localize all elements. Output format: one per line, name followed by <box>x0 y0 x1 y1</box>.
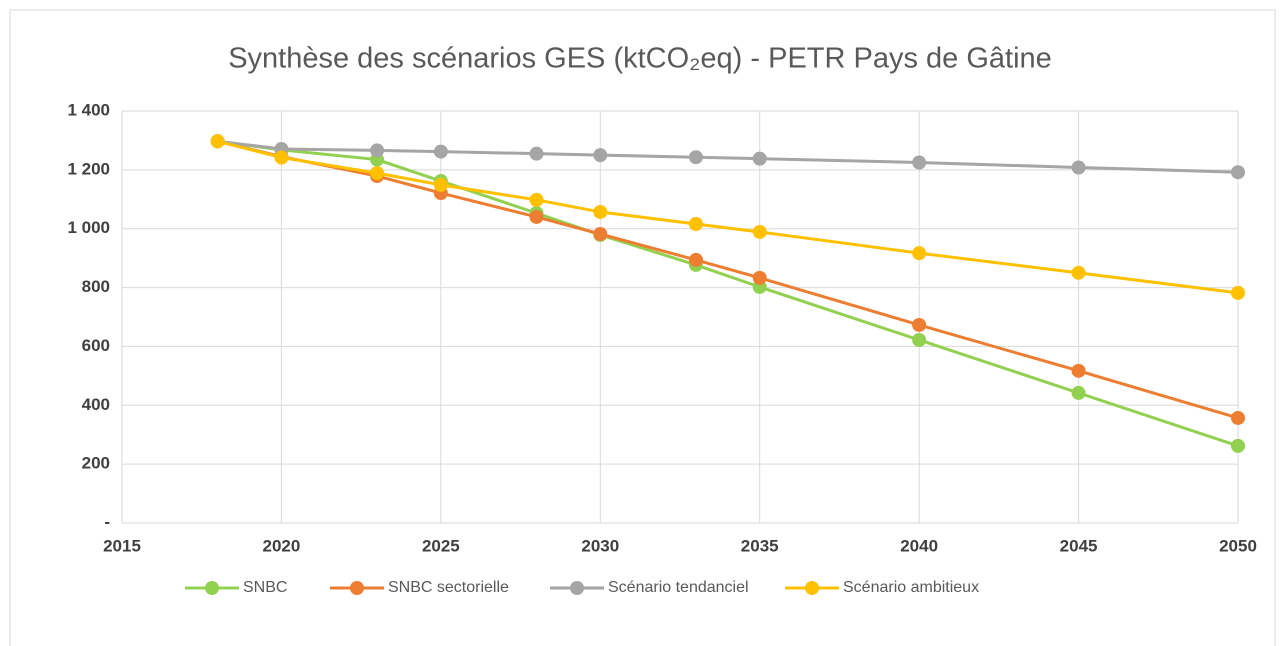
y-tick-label: 1 400 <box>67 100 110 119</box>
data-point <box>912 246 927 261</box>
y-tick-label: 1 200 <box>67 159 110 178</box>
legend-marker <box>350 581 364 595</box>
data-point <box>274 150 289 165</box>
legend-label: SNBC sectorielle <box>388 579 509 596</box>
legend-label: Scénario ambitieux <box>843 579 979 596</box>
data-point <box>529 146 544 161</box>
data-point <box>912 332 927 347</box>
legend-marker <box>570 581 584 595</box>
data-point <box>1071 265 1086 280</box>
chart-border <box>9 9 1276 646</box>
data-point <box>752 224 767 239</box>
data-point <box>529 192 544 207</box>
y-tick-label: 400 <box>82 395 110 414</box>
data-point <box>1071 160 1086 175</box>
data-point <box>752 270 767 285</box>
data-point <box>433 177 448 192</box>
data-point <box>1231 165 1245 180</box>
data-point <box>688 150 703 165</box>
x-tick-label: 2015 <box>103 536 141 555</box>
data-point <box>688 217 703 232</box>
chart-title: Synthèse des scénarios GES (ktCO₂eq) - P… <box>228 43 1052 75</box>
y-tick-label: - <box>104 512 110 531</box>
x-tick-label: 2020 <box>263 536 301 555</box>
data-point <box>752 151 767 166</box>
data-point <box>1071 385 1086 400</box>
y-tick-label: 1 000 <box>67 218 110 237</box>
y-tick-label: 800 <box>82 277 110 296</box>
data-point <box>210 134 225 149</box>
legend-label: Scénario tendanciel <box>608 579 749 596</box>
data-point <box>593 227 608 242</box>
data-point <box>370 143 385 158</box>
legend-marker <box>805 581 819 595</box>
data-point <box>1231 410 1245 425</box>
x-tick-label: 2050 <box>1219 536 1257 555</box>
y-tick-label: 200 <box>82 454 110 473</box>
x-tick-label: 2045 <box>1060 536 1098 555</box>
data-point <box>593 148 608 163</box>
x-tick-label: 2040 <box>900 536 938 555</box>
data-point <box>1071 363 1086 378</box>
data-point <box>912 317 927 332</box>
legend-marker <box>205 581 219 595</box>
x-tick-label: 2025 <box>422 536 460 555</box>
data-point <box>433 144 448 159</box>
data-point <box>912 155 927 170</box>
y-tick-label: 600 <box>82 336 110 355</box>
data-point <box>1231 438 1245 453</box>
data-point <box>529 209 544 224</box>
data-point <box>688 252 703 267</box>
legend-label: SNBC <box>243 579 287 596</box>
x-tick-label: 2030 <box>581 536 619 555</box>
x-tick-label: 2035 <box>741 536 779 555</box>
data-point <box>370 166 385 181</box>
data-point <box>1231 285 1245 300</box>
data-point <box>593 204 608 219</box>
